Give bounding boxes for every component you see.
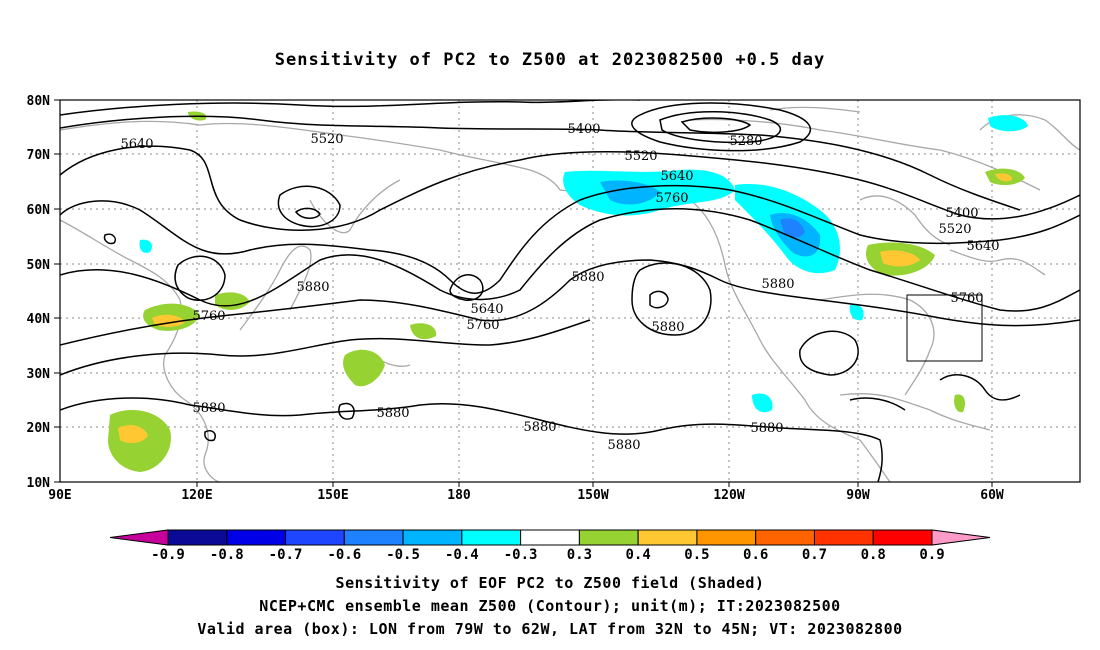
contour-label: 5880: [376, 406, 409, 421]
lat-axis: 80N 70N 60N 50N 40N 30N 20N 10N: [27, 94, 51, 491]
colorbar: -0.9 -0.8 -0.7 -0.6 -0.5 -0.4 -0.3 0.3 0.4 0.5 0.6…: [109, 529, 991, 563]
colorbar-label: 0.9: [919, 547, 944, 563]
map-title: Sensitivity of PC2 to Z500 at 2023082500…: [274, 50, 826, 70]
lat-tick-label: 50N: [27, 258, 51, 273]
contour-label: 5880: [571, 270, 604, 285]
contour-label: 5880: [192, 401, 225, 416]
contour-labels: 5640 5520 5400 5280 5520 5640 5760 5400 …: [120, 122, 999, 453]
lon-tick-label: 60W: [980, 488, 1004, 503]
colorbar-label: -0.6: [327, 547, 361, 563]
lat-tick-label: 60N: [27, 203, 51, 218]
caption-line-1: Sensitivity of EOF PC2 to Z500 field (Sh…: [335, 574, 765, 592]
colorbar-segment: [637, 529, 698, 546]
colorbar-segment: [167, 529, 228, 546]
lon-tick-label: 180: [447, 488, 471, 503]
contour-label: 5880: [607, 438, 640, 453]
colorbar-segment: [285, 529, 345, 546]
colorbar-label: -0.4: [445, 547, 479, 563]
contour-label: 5640: [966, 239, 999, 254]
caption-line-3: Valid area (box): LON from 79W to 62W, L…: [197, 620, 903, 638]
colorbar-low-arrow: [109, 529, 169, 546]
lon-tick-label: 150W: [577, 488, 608, 503]
colorbar-segment: [813, 529, 874, 546]
contour-label: 5760: [192, 309, 225, 324]
colorbar-segment: [520, 529, 580, 546]
colorbar-label: 0.8: [861, 547, 886, 563]
lat-tick-label: 20N: [27, 421, 51, 436]
colorbar-label: -0.3: [504, 547, 538, 563]
colorbar-segment: [696, 529, 757, 546]
lon-tick-label: 150E: [317, 488, 348, 503]
caption-line-2: NCEP+CMC ensemble mean Z500 (Contour); u…: [259, 597, 841, 615]
colorbar-label: 0.4: [626, 547, 651, 563]
lon-tick-label: 120E: [181, 488, 212, 503]
colorbar-segment: [755, 529, 815, 546]
colorbar-label: 0.3: [567, 547, 592, 563]
lat-tick-label: 70N: [27, 148, 51, 163]
colorbar-label: -0.7: [269, 547, 303, 563]
contour-label: 5640: [470, 302, 503, 317]
colorbar-segment: [343, 529, 404, 546]
colorbar-high-arrow: [931, 529, 991, 546]
lon-axis: 90E 120E 150E 180 150W 120W 90W 60W: [48, 488, 1004, 503]
colorbar-segment: [578, 529, 639, 546]
lat-tick-label: 80N: [27, 94, 51, 109]
colorbar-label: -0.8: [210, 547, 244, 563]
lon-ticks: [196, 482, 993, 487]
contour-label: 5880: [651, 320, 684, 335]
contour-label: 5520: [310, 132, 343, 147]
colorbar-label: -0.5: [386, 547, 420, 563]
contour-label: 5520: [938, 222, 971, 237]
colorbar-label: 0.7: [802, 547, 827, 563]
z500-contours: [60, 100, 1080, 482]
contour-label: 5400: [567, 122, 600, 137]
lat-tick-label: 40N: [27, 312, 51, 327]
contour-label: 5880: [750, 421, 783, 436]
colorbar-segment: [872, 529, 933, 546]
lon-tick-label: 90W: [846, 488, 870, 503]
contour-label: 5640: [660, 169, 693, 184]
colorbar-segment: [402, 529, 463, 546]
lat-ticks: [54, 99, 60, 483]
contour-label: 5400: [945, 206, 978, 221]
lon-tick-label: 120W: [713, 488, 744, 503]
contour-label: 5280: [729, 134, 762, 149]
colorbar-label: 0.6: [743, 547, 768, 563]
colorbar-label: 0.5: [684, 547, 709, 563]
plot-area: [60, 100, 1080, 482]
contour-label: 5760: [466, 318, 499, 333]
lat-tick-label: 10N: [27, 476, 51, 491]
lon-tick-label: 90E: [48, 488, 71, 503]
colorbar-label: -0.9: [151, 547, 185, 563]
contour-label: 5880: [761, 277, 794, 292]
contour-label: 5880: [523, 420, 556, 435]
contour-label: 5760: [655, 191, 688, 206]
contour-label: 5520: [624, 149, 657, 164]
colorbar-segment: [226, 529, 287, 546]
contour-label: 5640: [120, 137, 153, 152]
colorbar-segment: [461, 529, 522, 546]
plot-frame: [59, 99, 1081, 483]
contour-label: 5760: [950, 291, 983, 306]
lat-tick-label: 30N: [27, 367, 51, 382]
valid-area-box: [906, 294, 983, 362]
contour-label: 5880: [296, 280, 329, 295]
